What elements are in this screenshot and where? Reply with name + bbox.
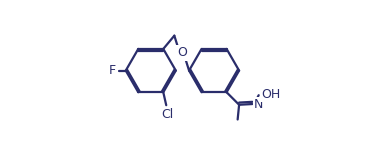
Text: F: F <box>109 64 116 77</box>
Text: Cl: Cl <box>161 108 173 121</box>
Text: OH: OH <box>261 88 280 101</box>
Text: O: O <box>177 46 187 59</box>
Text: N: N <box>254 98 263 111</box>
